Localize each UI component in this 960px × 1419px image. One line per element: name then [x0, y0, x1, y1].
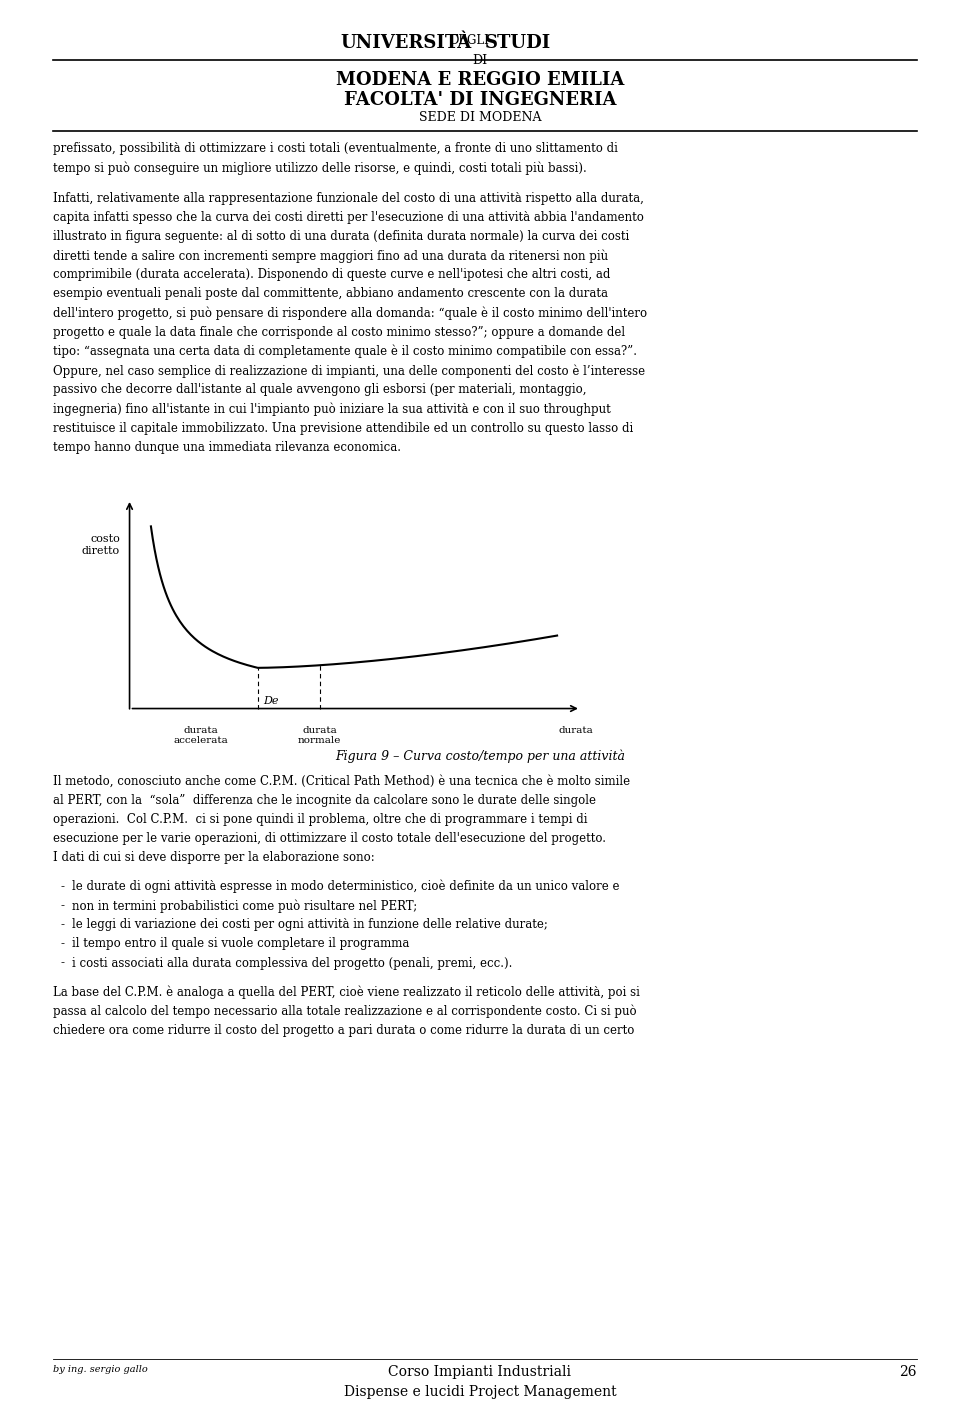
Text: le leggi di variazione dei costi per ogni attività in funzione delle relative du: le leggi di variazione dei costi per ogn…: [72, 918, 548, 931]
Text: DI: DI: [472, 54, 488, 67]
Text: -: -: [60, 900, 64, 912]
Text: passivo che decorre dall'istante al quale avvengono gli esborsi (per materiali, : passivo che decorre dall'istante al qual…: [53, 383, 587, 396]
Text: SEDE DI MODENA: SEDE DI MODENA: [419, 111, 541, 123]
Text: non in termini probabilistici come può risultare nel PERT;: non in termini probabilistici come può r…: [72, 900, 418, 912]
Text: Corso Impianti Industriali: Corso Impianti Industriali: [389, 1365, 571, 1379]
Text: comprimibile (durata accelerata). Disponendo di queste curve e nell'ipotesi che : comprimibile (durata accelerata). Dispon…: [53, 268, 611, 281]
Text: UNIVERSITÀ: UNIVERSITÀ: [341, 34, 472, 53]
Text: Figura 9 – Curva costo/tempo per una attività: Figura 9 – Curva costo/tempo per una att…: [335, 749, 625, 762]
Text: le durate di ogni attività espresse in modo deterministico, cioè definite da un : le durate di ogni attività espresse in m…: [72, 880, 619, 894]
Text: esecuzione per le varie operazioni, di ottimizzare il costo totale dell'esecuzio: esecuzione per le varie operazioni, di o…: [53, 832, 606, 846]
Text: costo
diretto: costo diretto: [82, 534, 120, 556]
Text: tempo hanno dunque una immediata rilevanza economica.: tempo hanno dunque una immediata rilevan…: [53, 441, 401, 454]
Text: durata
accelerata: durata accelerata: [174, 725, 228, 745]
Text: by ing. sergio gallo: by ing. sergio gallo: [53, 1365, 148, 1374]
Text: prefissato, possibilità di ottimizzare i costi totali (eventualmente, a fronte d: prefissato, possibilità di ottimizzare i…: [53, 142, 617, 155]
Text: Oppure, nel caso semplice di realizzazione di impianti, una delle componenti del: Oppure, nel caso semplice di realizzazio…: [53, 365, 645, 377]
Text: STUDI: STUDI: [485, 34, 551, 53]
Text: passa al calcolo del tempo necessario alla totale realizzazione e al corrisponde: passa al calcolo del tempo necessario al…: [53, 1005, 636, 1017]
Text: esempio eventuali penali poste dal committente, abbiano andamento crescente con : esempio eventuali penali poste dal commi…: [53, 288, 608, 301]
Text: il tempo entro il quale si vuole completare il programma: il tempo entro il quale si vuole complet…: [72, 938, 409, 951]
Text: Il metodo, conosciuto anche come C.P.M. (Critical Path Method) è una tecnica che: Il metodo, conosciuto anche come C.P.M. …: [53, 775, 630, 788]
Text: durata
normale: durata normale: [298, 725, 341, 745]
Text: operazioni.  Col C.P.M.  ci si pone quindi il problema, oltre che di programmare: operazioni. Col C.P.M. ci si pone quindi…: [53, 813, 588, 826]
Text: DEGLI: DEGLI: [449, 34, 490, 47]
Text: diretti tende a salire con incrementi sempre maggiori fino ad una durata da rite: diretti tende a salire con incrementi se…: [53, 250, 608, 263]
Text: -: -: [60, 880, 64, 893]
Text: 26: 26: [900, 1365, 917, 1379]
Text: durata: durata: [559, 725, 593, 735]
Text: tipo: “assegnata una certa data di completamente quale è il costo minimo compati: tipo: “assegnata una certa data di compl…: [53, 345, 636, 359]
Text: chiedere ora come ridurre il costo del progetto a pari durata o come ridurre la : chiedere ora come ridurre il costo del p…: [53, 1023, 635, 1037]
Text: -: -: [60, 938, 64, 951]
Text: -: -: [60, 956, 64, 969]
Text: -: -: [60, 918, 64, 931]
Text: I dati di cui si deve disporre per la elaborazione sono:: I dati di cui si deve disporre per la el…: [53, 851, 374, 864]
Text: MODENA E REGGIO EMILIA: MODENA E REGGIO EMILIA: [336, 71, 624, 89]
Text: progetto e quale la data finale che corrisponde al costo minimo stesso?”; oppure: progetto e quale la data finale che corr…: [53, 326, 625, 339]
Text: dell'intero progetto, si può pensare di rispondere alla domanda: “quale è il cos: dell'intero progetto, si può pensare di …: [53, 307, 647, 321]
Text: ingegneria) fino all'istante in cui l'impianto può iniziare la sua attività e co: ingegneria) fino all'istante in cui l'im…: [53, 403, 611, 416]
Text: Dispense e lucidi Project Management: Dispense e lucidi Project Management: [344, 1385, 616, 1399]
Text: Infatti, relativamente alla rappresentazione funzionale del costo di una attivit: Infatti, relativamente alla rappresentaz…: [53, 192, 643, 204]
Text: La base del C.P.M. è analoga a quella del PERT, cioè viene realizzato il reticol: La base del C.P.M. è analoga a quella de…: [53, 985, 639, 999]
Text: capita infatti spesso che la curva dei costi diretti per l'esecuzione di una att: capita infatti spesso che la curva dei c…: [53, 211, 643, 224]
Text: tempo si può conseguire un migliore utilizzo delle risorse, e quindi, costi tota: tempo si può conseguire un migliore util…: [53, 160, 587, 175]
Text: restituisce il capitale immobilizzato. Una previsione attendibile ed un controll: restituisce il capitale immobilizzato. U…: [53, 421, 633, 434]
Text: illustrato in figura seguente: al di sotto di una durata (definita durata normal: illustrato in figura seguente: al di sot…: [53, 230, 629, 243]
Text: al PERT, con la  “sola”  differenza che le incognite da calcolare sono le durate: al PERT, con la “sola” differenza che le…: [53, 793, 596, 807]
Text: De: De: [263, 697, 279, 707]
Text: FACOLTA' DI INGEGNERIA: FACOLTA' DI INGEGNERIA: [344, 91, 616, 109]
Text: i costi associati alla durata complessiva del progetto (penali, premi, ecc.).: i costi associati alla durata complessiv…: [72, 956, 513, 969]
